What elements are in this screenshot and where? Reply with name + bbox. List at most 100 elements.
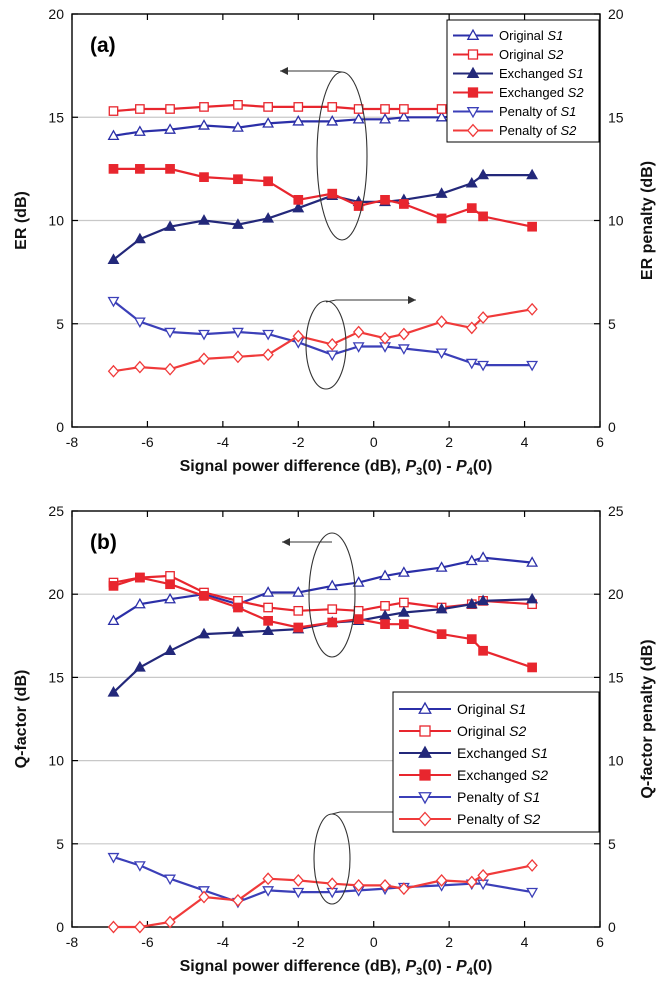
data-point [380, 104, 390, 114]
panel-label: (a) [90, 34, 116, 57]
data-point [477, 168, 490, 180]
y-tick-label-right: 20 [608, 6, 624, 22]
data-point [199, 172, 209, 182]
series-line [113, 864, 533, 929]
data-point [398, 882, 410, 896]
data-point [353, 201, 364, 211]
series-penalty-of-s1 [107, 852, 539, 909]
legend-marker [466, 28, 480, 40]
y-tick-label: 5 [56, 316, 64, 332]
legend-label: Exchanged S1 [457, 745, 548, 761]
x-tick-label: 4 [521, 934, 529, 950]
data-point [527, 221, 537, 232]
plot-frame [71, 510, 601, 928]
series-line [112, 556, 533, 622]
y-tick-label-right: 5 [608, 316, 616, 332]
data-point [133, 861, 146, 872]
data-point [232, 218, 244, 229]
data-point [198, 329, 210, 341]
y-tick-label-right: 25 [608, 503, 624, 519]
x-tick-label: 6 [596, 934, 604, 950]
data-point [435, 187, 448, 198]
data-point [326, 115, 339, 126]
legend-marker [418, 811, 432, 827]
legend-marker [466, 107, 480, 119]
data-point [380, 619, 390, 630]
data-point [133, 232, 146, 244]
data-point [397, 344, 410, 355]
legend-entry: Exchanged S1 [399, 745, 548, 761]
y-tick-label: 15 [48, 669, 64, 685]
data-point [198, 352, 210, 366]
data-point [477, 551, 490, 562]
series-line [112, 598, 533, 694]
data-point [165, 104, 175, 114]
legend-entry: Exchanged S1 [453, 66, 584, 81]
panel-a: 0 0 5 5 10 10 15 15 20 20 -8 -6 -4 -2 0 2 4 6 Signal power… [13, 6, 656, 478]
data-point [134, 360, 146, 374]
x-axis-label: Signal power difference (dB), P3(0) - P4… [180, 458, 493, 478]
data-point [165, 579, 175, 590]
series-line [113, 112, 533, 137]
data-point [526, 168, 539, 180]
legend-marker [419, 725, 431, 737]
arrow-head [408, 296, 416, 304]
data-point [293, 194, 304, 205]
y-axis-label: ER (dB) [13, 191, 30, 250]
x-tick-label: 2 [445, 934, 453, 950]
data-point [435, 110, 448, 122]
legend-entry: Penalty of S2 [399, 811, 540, 827]
data-point [477, 868, 489, 882]
legend-label: Penalty of S1 [457, 789, 540, 805]
data-point [292, 201, 305, 213]
y-tick-label: 25 [48, 503, 64, 519]
y-tick-label-right: 10 [608, 213, 624, 229]
legend-entry: Original S1 [453, 28, 563, 43]
data-point [233, 100, 243, 110]
data-point [164, 327, 176, 339]
y-tick-label-right: 0 [608, 419, 616, 435]
data-point [164, 123, 176, 134]
legend-entry: Penalty of S1 [399, 789, 540, 805]
y-tick-label-right: 0 [608, 919, 616, 935]
data-point [327, 102, 338, 112]
y-axis-label-right: Q-factor penalty (dB) [639, 639, 656, 798]
y-tick-label: 5 [56, 836, 64, 852]
x-tick-label: -8 [66, 434, 79, 450]
data-point [526, 887, 539, 899]
data-point [466, 875, 478, 889]
data-point [232, 327, 244, 339]
data-point [165, 571, 175, 581]
legend-marker [419, 769, 431, 781]
data-point [436, 213, 447, 224]
data-point [466, 203, 477, 213]
data-point [107, 686, 120, 697]
data-point [135, 572, 145, 583]
x-tick-label: -2 [292, 434, 305, 450]
legend-label: Penalty of S1 [499, 104, 576, 119]
legend-label: Exchanged S2 [457, 767, 548, 783]
data-point [477, 311, 489, 324]
data-point [135, 104, 145, 114]
data-point [326, 350, 339, 362]
data-point [133, 125, 146, 136]
x-tick-label: 6 [596, 434, 604, 450]
data-point [527, 662, 537, 673]
series-line [113, 103, 533, 113]
panel-label: (b) [90, 531, 117, 554]
y-tick-label: 20 [48, 6, 64, 22]
legend-box [446, 19, 600, 143]
y-tick-label: 0 [56, 419, 64, 435]
legend-entry: Exchanged S2 [399, 767, 548, 783]
data-point [198, 627, 210, 639]
data-point [133, 597, 146, 609]
series-exchanged-s2 [108, 572, 537, 673]
legend-marker [418, 701, 432, 714]
legend-label: Original S1 [499, 28, 563, 43]
data-point [379, 331, 391, 345]
panel-b: 0 0 5 5 10 10 15 15 20 20 25 25 -8 -6 -4 -2 0 2 4 6 Signal p… [13, 503, 656, 978]
annotation-arrow [325, 299, 416, 303]
legend-label: Original S1 [457, 701, 526, 717]
data-point [478, 645, 488, 656]
